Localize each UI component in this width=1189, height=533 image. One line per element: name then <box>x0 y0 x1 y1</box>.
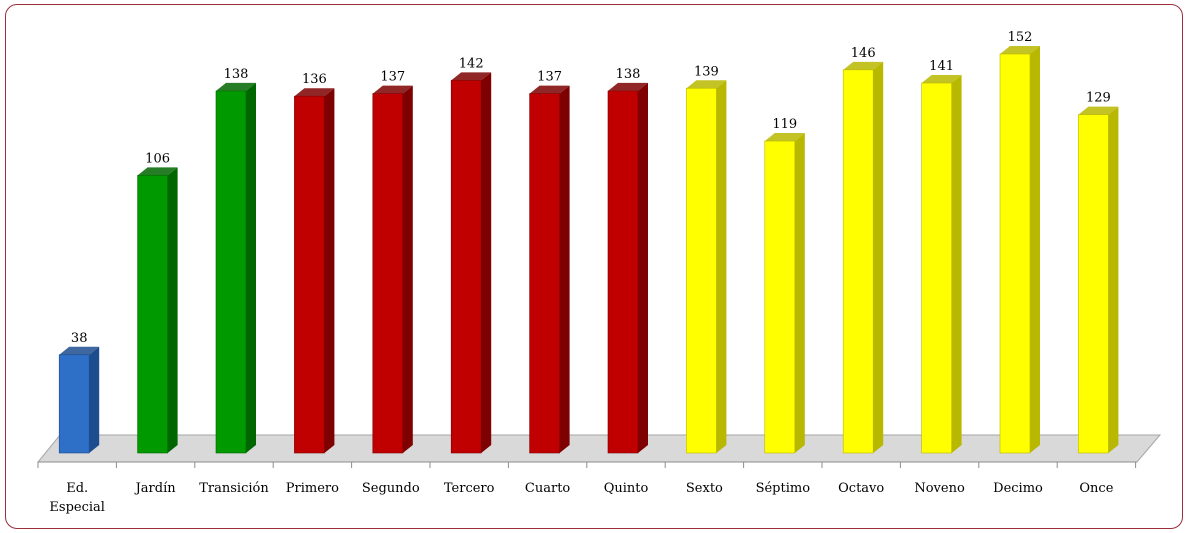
bar-front <box>294 95 325 454</box>
bar-jardin <box>137 167 178 454</box>
bar-side <box>1108 106 1119 453</box>
bar-top <box>686 80 727 89</box>
tick-label-once: Once <box>1079 481 1113 496</box>
data-label-ed-especial: 38 <box>71 331 88 346</box>
tick-label-jardin: Jardín <box>134 481 177 496</box>
bar-front <box>215 90 247 454</box>
bar-front <box>921 82 952 454</box>
bar-top <box>529 85 570 94</box>
bar-octavo <box>842 61 884 454</box>
bar-front <box>686 87 717 454</box>
bar-side <box>1030 46 1040 453</box>
bar-once <box>1078 106 1119 454</box>
data-label-quinto: 138 <box>616 67 641 82</box>
data-label-segundo: 137 <box>380 70 405 85</box>
bar-side <box>638 82 648 454</box>
bar-cuarto <box>529 85 570 454</box>
tick-label-sexto: Sexto <box>686 481 723 496</box>
data-label-primero: 136 <box>302 72 327 87</box>
bar-side <box>481 72 492 453</box>
data-label-cuarto: 137 <box>537 70 562 85</box>
bar-side <box>873 61 884 453</box>
bar-ed-especial <box>58 346 100 454</box>
bar-front <box>607 90 639 454</box>
bar-top <box>921 75 962 84</box>
bar-top <box>764 133 805 142</box>
bar-top <box>843 61 884 70</box>
bar-noveno <box>921 75 962 454</box>
bar-septimo <box>764 133 805 454</box>
tick-label-decimo: Decimo <box>993 481 1043 496</box>
bar-top <box>1000 46 1040 54</box>
bar-front <box>1078 114 1109 454</box>
tick-label-segundo: Segundo <box>362 481 420 496</box>
bar-side <box>167 167 178 453</box>
bar-sexto <box>686 80 727 454</box>
bar-top <box>137 167 178 176</box>
data-label-sexto: 139 <box>694 64 719 79</box>
tick-label-septimo: Séptimo <box>756 481 811 496</box>
bar-transicion <box>215 82 256 454</box>
bar-front <box>764 140 796 454</box>
bar-top <box>294 88 335 97</box>
bar-side <box>559 85 570 454</box>
bar-side <box>716 80 727 453</box>
data-label-noveno: 141 <box>929 59 954 74</box>
tick-label-primero: Primero <box>286 481 339 496</box>
bar-front <box>58 354 90 454</box>
bar-front <box>842 69 874 454</box>
bar-quinto <box>607 82 648 454</box>
tick-label-tercero: Tercero <box>444 481 495 496</box>
bar-top <box>1078 106 1119 115</box>
bar-front <box>372 93 404 454</box>
bar-series <box>58 46 1119 454</box>
data-labels: 38 106 138 136 137 142 137 138 139 119 146 141 152 12… <box>71 30 1111 346</box>
data-label-septimo: 119 <box>772 117 797 132</box>
bar-side <box>794 133 805 453</box>
bar-front <box>137 175 168 454</box>
tick-label-cuarto: Cuarto <box>525 481 571 496</box>
tick-label-transicion: Transición <box>199 481 269 496</box>
bar-top <box>451 72 492 81</box>
bar-side <box>246 82 256 454</box>
chart-floor <box>36 434 1162 468</box>
bar-primero <box>294 88 335 454</box>
bar-top <box>216 82 256 91</box>
bar-top <box>608 82 648 91</box>
bar-decimo <box>999 46 1040 454</box>
data-label-decimo: 152 <box>1008 30 1033 45</box>
data-label-tercero: 142 <box>459 56 484 71</box>
floor-plane <box>36 434 1162 463</box>
data-label-transicion: 138 <box>224 67 249 82</box>
tick-label-noveno: Noveno <box>914 481 965 496</box>
data-label-jardin: 106 <box>145 151 170 166</box>
tick-label-ed-especial: Ed. Especial <box>49 481 105 515</box>
bar-front <box>529 93 560 454</box>
bar-top <box>59 346 100 355</box>
data-label-octavo: 146 <box>851 46 876 61</box>
tick-label-octavo: Octavo <box>838 481 884 496</box>
bar-side <box>89 346 100 453</box>
bar-tercero <box>450 72 492 454</box>
bar-side <box>402 85 413 454</box>
bar-side <box>324 88 335 454</box>
tick-label-quinto: Quinto <box>604 481 649 496</box>
data-label-once: 129 <box>1086 91 1111 106</box>
bar-segundo <box>372 85 413 454</box>
category-axis: Ed. Especial Jardín Transición Primero Segund… <box>49 481 1113 515</box>
bar-top <box>372 85 413 94</box>
bar-front <box>450 80 482 454</box>
bar-side <box>951 75 962 453</box>
bar-front <box>999 53 1031 454</box>
